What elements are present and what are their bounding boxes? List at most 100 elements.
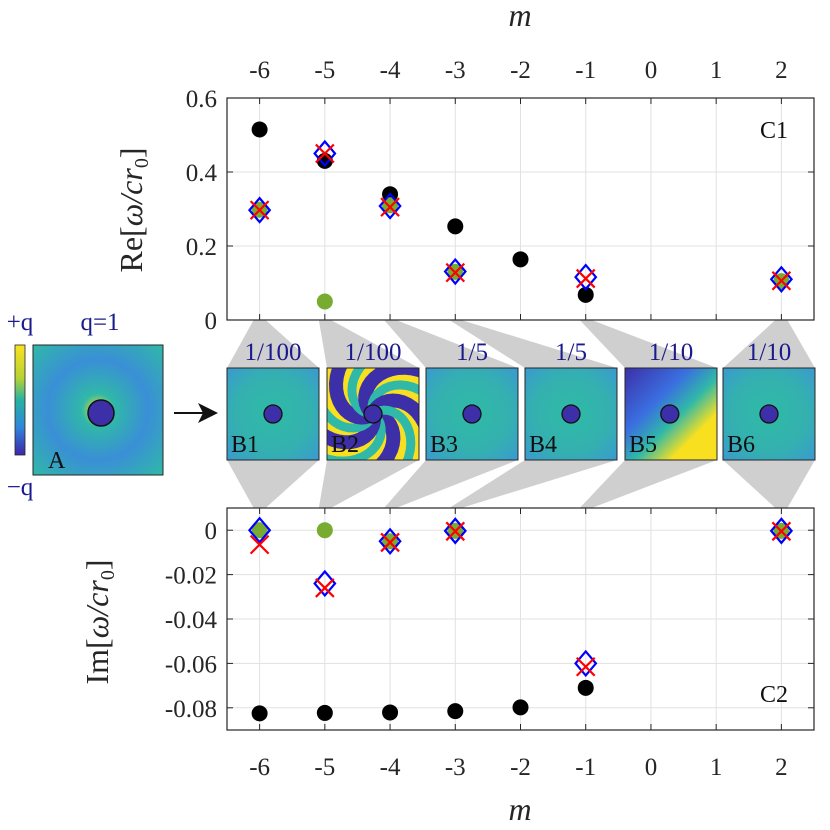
x-tick-label: 1 — [710, 754, 723, 781]
connector-top — [384, 320, 518, 368]
y-tick-label: -0.06 — [165, 651, 217, 678]
x-tick-label: -1 — [575, 57, 596, 84]
y-tick-label: 0.4 — [186, 160, 218, 187]
connector-bottom — [449, 460, 617, 508]
data-point-cross — [315, 578, 335, 598]
data-point-cross — [445, 262, 466, 283]
connector-top — [449, 320, 617, 368]
connector-bottom — [723, 460, 815, 508]
data-point-dot — [382, 197, 399, 214]
c1-top-x-ticks: -6 -5 -4 -3 -2 -1 0 1 2 — [249, 57, 787, 84]
c1-frame — [226, 97, 815, 321]
inset-b1: B1 1/100 — [226, 339, 320, 461]
connector-top — [723, 320, 815, 368]
x-tick-label: 0 — [645, 57, 658, 84]
data-point-diamond — [769, 517, 794, 545]
charge-disk — [561, 404, 581, 424]
inset-label: B5 — [629, 432, 657, 458]
c2-y-label-frac: ω/cr — [79, 580, 115, 639]
data-point-diamond — [378, 192, 402, 220]
x-tick-label: -2 — [510, 57, 531, 84]
inset-label: B3 — [430, 432, 458, 458]
y-tick-label: 0 — [205, 308, 218, 335]
x-tick-label: 1 — [710, 57, 723, 84]
inset-label: B2 — [331, 432, 359, 458]
x-tick-label: -4 — [380, 754, 401, 781]
connector-polygons — [227, 320, 815, 508]
data-point-dot — [512, 251, 529, 268]
data-point-cross — [575, 268, 596, 289]
inset-scale: 1/10 — [649, 339, 693, 366]
connector-top — [579, 320, 717, 368]
swirl-pattern — [327, 368, 419, 460]
data-point-dot — [251, 522, 268, 539]
series-red-crosses — [249, 143, 792, 291]
data-point-diamond — [313, 569, 337, 598]
x-tick-label: -5 — [314, 754, 335, 781]
x-tick-label: 2 — [775, 754, 788, 781]
inset-scale: 1/5 — [555, 339, 587, 366]
data-point-diamond — [247, 196, 272, 224]
y-tick-label: -0.04 — [165, 607, 218, 634]
y-tick-label: 0 — [205, 518, 218, 545]
c2-y-label: Im[ω/cr0] — [79, 560, 119, 685]
connector-top — [227, 320, 319, 368]
inset-b6: B6 1/10 — [722, 339, 816, 461]
data-point-cross — [771, 271, 792, 291]
field-map — [624, 367, 718, 461]
x-tick-label: -2 — [510, 754, 531, 781]
series-red-crosses — [249, 521, 792, 677]
inset-scale: 1/100 — [245, 339, 302, 366]
x-tick-label: -1 — [575, 754, 596, 781]
y-tick-label: -0.08 — [165, 696, 217, 723]
data-point-dot — [251, 121, 268, 138]
colorbar — [14, 344, 26, 456]
panel-c1: -6 -5 -4 -3 -2 -1 0 1 2 0 0.2 0.4 0.6 C1 m Re[ω/cr0… — [113, 0, 815, 335]
arrow-icon — [174, 403, 218, 423]
charge-disk — [363, 404, 383, 424]
data-point-cross — [380, 532, 400, 553]
panel-c2: -6 -5 -4 -3 -2 -1 0 1 2 0 -0.02 -0.04 -0.06 -0.08 C2… — [79, 507, 815, 827]
inset-b3: B3 1/5 — [425, 339, 519, 461]
connector-top — [318, 320, 419, 368]
x-tick-label: -6 — [249, 754, 270, 781]
data-point-dot — [577, 679, 594, 696]
data-point-dot — [316, 704, 333, 721]
c2-bottom-x-label: m — [508, 791, 531, 827]
c2-y-label-sub: 0 — [97, 570, 119, 580]
inset-b5: B5 1/10 — [624, 339, 718, 461]
data-point-dot — [447, 703, 464, 720]
data-point-dot — [382, 704, 399, 721]
charge-disk — [759, 404, 779, 424]
y-tick-label: 0.6 — [186, 86, 217, 113]
insets-b: B1 1/100 B2 1/100 B3 1/5 B4 1/5 B5 1/10 B6 1/10 — [226, 339, 816, 461]
data-point-cross — [575, 656, 596, 677]
inset-scale: 1/10 — [747, 339, 791, 366]
inset-a-charge: q=1 — [80, 309, 119, 336]
data-point-dot — [577, 286, 594, 303]
connector-bottom — [384, 460, 518, 508]
c2-frame — [226, 507, 815, 731]
data-point-dot — [251, 705, 268, 722]
inset-a: +q −q q=1 A — [7, 309, 218, 501]
data-point-dot — [316, 293, 333, 310]
inset-scale: 1/100 — [345, 339, 402, 366]
c1-panel-label: C1 — [760, 118, 788, 144]
c1-y-label-prefix: Re — [113, 237, 149, 273]
data-point-cross — [380, 197, 400, 217]
x-tick-label: -3 — [445, 754, 466, 781]
data-point-cross — [249, 200, 270, 220]
inset-label: B1 — [231, 432, 259, 458]
colorbar-bottom-label: −q — [7, 474, 34, 501]
x-tick-label: 2 — [775, 57, 788, 84]
x-tick-label: -3 — [445, 57, 466, 84]
connector-bottom — [579, 460, 717, 508]
data-point-dot — [316, 522, 333, 539]
connector-bottom — [318, 460, 419, 508]
data-point-cross — [315, 143, 335, 164]
charge-disk — [263, 404, 283, 424]
data-point-cross — [445, 521, 466, 542]
c2-marks — [247, 516, 794, 722]
c1-y-label-sub: 0 — [131, 158, 153, 168]
